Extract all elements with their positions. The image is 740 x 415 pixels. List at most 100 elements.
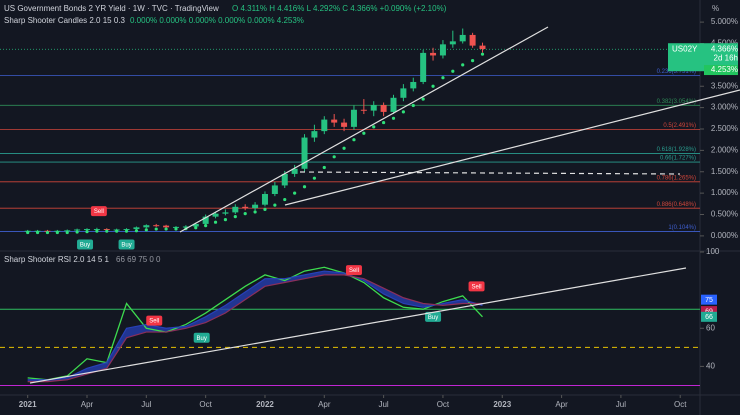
x-tick-label: Oct [674, 400, 687, 409]
indicator-name: Sharp Shooter RSI 2.0 14 5 1 [4, 255, 110, 264]
axis-unit: % [712, 4, 719, 13]
candle-body [261, 193, 268, 205]
symbol-title: US Government Bonds 2 YR Yield · 1W · TV… [4, 4, 219, 13]
candle-body [84, 229, 91, 231]
candle-body [459, 34, 466, 42]
trail-dot [263, 207, 267, 211]
signal-badge [90, 206, 107, 217]
signal-label: Buy [428, 315, 438, 321]
x-tick-label: Oct [199, 400, 212, 409]
candle-body [301, 137, 308, 169]
candle-body [350, 109, 357, 127]
y-tick-label: 2.500% [711, 124, 738, 133]
candle-body [182, 226, 189, 228]
y-tick-label: 3.500% [711, 81, 738, 90]
x-tick-label: Jul [616, 400, 626, 409]
fib-label: 0.618(1.928%) [657, 147, 696, 153]
fib-label: 0.382(3.054%) [657, 99, 696, 105]
x-tick-label: 2023 [493, 400, 511, 409]
trail-dot [65, 230, 69, 235]
series-line [27, 266, 483, 381]
fib-label: 0.236(3.751%) [657, 69, 696, 75]
y-tick-label: 40 [706, 362, 715, 371]
y-tick-label: 0.500% [711, 210, 738, 219]
candle-body [133, 227, 140, 230]
candle-body [242, 206, 249, 209]
x-tick-label: Apr [81, 400, 94, 409]
fib-label: 0.5(2.491%) [663, 123, 696, 129]
trail-dot [144, 228, 148, 232]
x-tick-label: Jul [141, 400, 151, 409]
trail-dot [253, 210, 257, 214]
trail-dot [164, 227, 168, 231]
candle-body [202, 216, 209, 224]
signal-label: Buy [197, 336, 207, 342]
series-line [27, 270, 483, 381]
trendline [29, 267, 687, 384]
candle-body [153, 225, 160, 227]
signal-label: Sell [149, 319, 159, 325]
candle-body [370, 105, 377, 111]
fib-label: 0.786(1.265%) [657, 175, 696, 181]
trail-dot [124, 229, 129, 233]
price-tag-symbol: US02Y [672, 44, 698, 53]
trail-dot [391, 116, 396, 120]
candle-body [232, 206, 239, 213]
candle-body [469, 34, 476, 46]
value-tag-label: 66 [705, 314, 713, 321]
trail-dot [352, 138, 356, 142]
candle-body [479, 45, 486, 50]
fib-label: 0.66(1.727%) [660, 156, 696, 162]
candle-body [222, 212, 229, 214]
x-tick-label: Apr [318, 400, 331, 409]
trail-dot [134, 229, 139, 233]
fib-label: 1(0.104%) [668, 225, 696, 231]
candle-body [449, 41, 456, 45]
y-tick-label: 5.000% [711, 17, 738, 26]
trail-dot [35, 230, 40, 235]
stop-tag-box [704, 65, 738, 76]
candle-body [103, 229, 110, 231]
x-tick-label: Jul [378, 400, 388, 409]
candle-body [64, 230, 71, 232]
trail-dot [411, 103, 415, 108]
trail-dot [421, 97, 425, 101]
candle-body [163, 225, 170, 228]
trail-dot [401, 110, 405, 114]
trail-dot [45, 230, 50, 235]
trail-dot [174, 227, 178, 231]
y-tick-label: 60 [706, 323, 715, 332]
trail-dot [204, 224, 208, 228]
trail-dot [55, 230, 59, 235]
trail-dot [85, 230, 89, 234]
y-tick-label: 4.500% [711, 39, 738, 48]
trail-dot [451, 69, 455, 73]
trail-dot [283, 197, 287, 202]
trail-dot [441, 76, 445, 80]
ohlc: O 4.311% H 4.416% L 4.292% C 4.366% +0.0… [232, 4, 447, 13]
indicator-values: 0.000% 0.000% 0.000% 0.000% 0.000% 4.253… [130, 16, 304, 25]
trail-dot [26, 230, 30, 235]
candle-body [430, 52, 437, 56]
trail-dot [332, 155, 336, 159]
horizontal-ray [299, 171, 681, 175]
x-tick-label: 2022 [256, 400, 274, 409]
candle-body [341, 122, 348, 127]
stop-tag-label: 4.253% [711, 65, 738, 74]
candle-body [410, 81, 417, 89]
trail-dot [461, 63, 465, 67]
value-tag [701, 294, 717, 305]
trail-dot [154, 227, 158, 231]
candle-body [93, 229, 100, 231]
candle-body [143, 225, 150, 228]
signal-label: Sell [349, 268, 359, 274]
trail-dot [223, 218, 228, 222]
y-tick-label: 1.500% [711, 167, 738, 176]
candle-body [321, 119, 328, 132]
candle-body [252, 204, 259, 209]
candle-body [123, 229, 130, 231]
y-tick-label: 2.000% [711, 145, 738, 154]
trail-dot [95, 229, 99, 233]
signal-label: Buy [121, 243, 131, 249]
